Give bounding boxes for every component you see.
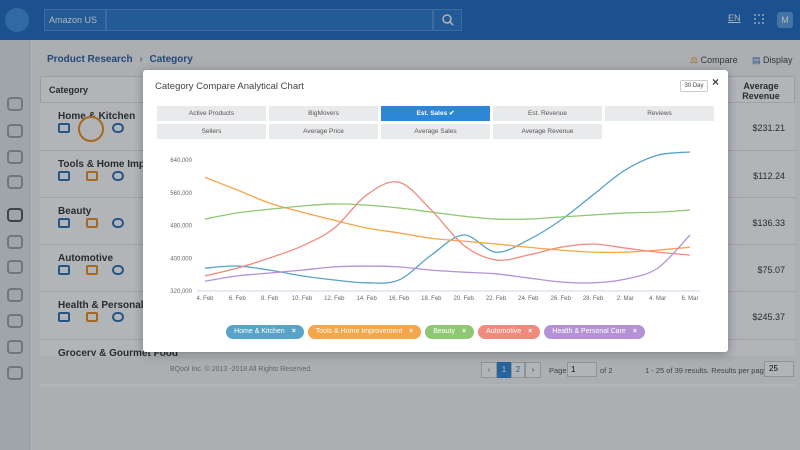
sidebar — [0, 40, 30, 450]
row-action[interactable] — [112, 265, 124, 275]
next-page[interactable]: › — [525, 362, 541, 378]
nav-icon[interactable] — [7, 175, 23, 189]
nav-icon[interactable] — [7, 260, 23, 274]
language[interactable]: EN — [728, 13, 741, 23]
column-header: Average Revenue — [742, 81, 780, 101]
search-input[interactable] — [106, 9, 433, 31]
check-icon: ✔ — [447, 110, 455, 117]
modal: Category Compare Analytical Chart 30 Day… — [143, 70, 728, 352]
chart-tab[interactable]: Est. Sales ✔ — [381, 106, 490, 121]
breadcrumb: Product Research › Category — [47, 54, 193, 65]
row-action[interactable] — [112, 171, 124, 181]
chart-tab[interactable]: Est. Revenue — [493, 106, 602, 121]
nav-icon[interactable] — [7, 366, 23, 380]
logo[interactable] — [5, 8, 29, 32]
category-name: Tools & Home Impro — [58, 159, 156, 170]
legend-label: Beauty — [433, 328, 456, 335]
column-header: Category — [49, 85, 89, 95]
category-name: Automotive — [58, 253, 113, 264]
search-icon — [442, 14, 454, 26]
row-action[interactable] — [58, 265, 70, 275]
search-button[interactable] — [433, 9, 462, 31]
remove-icon[interactable]: × — [409, 328, 414, 335]
legend-label: Automotive — [486, 328, 522, 335]
row-action[interactable] — [86, 312, 98, 322]
compare-button[interactable]: ⚖ Compare — [690, 55, 738, 65]
footer: BQool Inc. © 2013 -2018 All Rights Reser… — [40, 356, 795, 384]
legend-label: Home & Kitchen — [234, 328, 285, 335]
page-button[interactable]: 1 — [497, 362, 511, 378]
remove-icon[interactable]: × — [462, 328, 467, 335]
display-button[interactable]: ▤ Display — [752, 55, 793, 65]
chart-tab[interactable]: BigMovers — [269, 106, 378, 121]
breadcrumb-item: Category — [149, 54, 193, 65]
apps-icon[interactable] — [754, 14, 764, 24]
period-badge[interactable]: 30 Day — [680, 80, 708, 92]
display-label: Display — [763, 55, 793, 65]
chart-tab[interactable]: Sellers — [157, 124, 266, 139]
page-button[interactable]: 2 — [511, 362, 525, 378]
nav-icon[interactable] — [7, 314, 23, 328]
row-action[interactable] — [112, 312, 124, 322]
legend-item[interactable]: Home & Kitchen × — [226, 325, 304, 339]
chart-tab[interactable]: Average Price — [269, 124, 378, 139]
legend-item[interactable]: Tools & Home Improvement × — [307, 325, 422, 339]
chart-tab[interactable]: Active Products — [157, 106, 266, 121]
row-action[interactable] — [112, 123, 124, 133]
legend-item[interactable]: Automotive × — [478, 325, 541, 339]
breadcrumb-separator: › — [139, 54, 143, 65]
row-action[interactable] — [58, 171, 70, 181]
row-action[interactable] — [86, 218, 98, 228]
average-revenue: $75.07 — [757, 265, 785, 275]
remove-icon[interactable]: × — [291, 328, 296, 335]
copyright: BQool Inc. © 2013 -2018 All Rights Reser… — [170, 366, 313, 373]
nav-icon[interactable] — [7, 235, 23, 249]
chart-tab[interactable]: Average Revenue — [493, 124, 602, 139]
close-button[interactable]: × — [712, 75, 720, 89]
chart-tab[interactable]: Reviews — [605, 106, 714, 121]
prev-page[interactable]: ‹ — [481, 362, 497, 378]
average-revenue: $231.21 — [752, 123, 785, 133]
nav-icon[interactable] — [7, 97, 23, 111]
category-name: Beauty — [58, 206, 92, 217]
average-revenue: $112.24 — [753, 171, 785, 181]
row-action[interactable] — [86, 171, 98, 181]
per-page-select[interactable]: 25 — [764, 361, 794, 377]
row-action[interactable] — [86, 265, 98, 275]
legend: Home & Kitchen × Tools & Home Improvement ×… — [143, 320, 728, 339]
nav-icon[interactable] — [7, 340, 23, 354]
remove-icon[interactable]: × — [632, 328, 637, 335]
category-name: Grocery & Gourmet Food — [58, 348, 179, 359]
legend-item[interactable]: Health & Personal Care × — [544, 325, 645, 339]
legend-label: Tools & Home Improvement — [315, 328, 403, 335]
row-action[interactable] — [58, 218, 70, 228]
remove-icon[interactable]: × — [528, 328, 533, 335]
average-revenue: $136.33 — [752, 218, 785, 228]
page-label: Page — [549, 366, 567, 375]
modal-title: Category Compare Analytical Chart — [155, 81, 304, 92]
chart-tab[interactable]: Average Sales — [381, 124, 490, 139]
avatar[interactable]: M — [777, 12, 793, 28]
row-action[interactable] — [58, 123, 70, 133]
results-info: 1 - 25 of 39 results. Results per page — [645, 366, 768, 375]
page-total: of 2 — [600, 366, 613, 375]
compare-label: Compare — [700, 55, 738, 65]
legend-item[interactable]: Beauty × — [425, 325, 475, 339]
nav-icon[interactable] — [7, 288, 23, 302]
legend-label: Health & Personal Care — [552, 328, 626, 335]
nav-icon[interactable] — [7, 124, 23, 138]
top-bar: Amazon US EN M — [0, 0, 800, 40]
row-action[interactable] — [58, 312, 70, 322]
average-revenue: $245.37 — [752, 312, 785, 322]
page-input[interactable]: 1 — [567, 362, 597, 377]
marketplace-select[interactable]: Amazon US — [44, 9, 106, 31]
breadcrumb-item[interactable]: Product Research — [47, 54, 133, 65]
category-name: Health & Personal Ca — [58, 300, 160, 311]
row-action[interactable] — [78, 116, 104, 142]
nav-icon[interactable] — [7, 150, 23, 164]
row-action[interactable] — [112, 218, 124, 228]
nav-icon[interactable] — [7, 208, 23, 222]
